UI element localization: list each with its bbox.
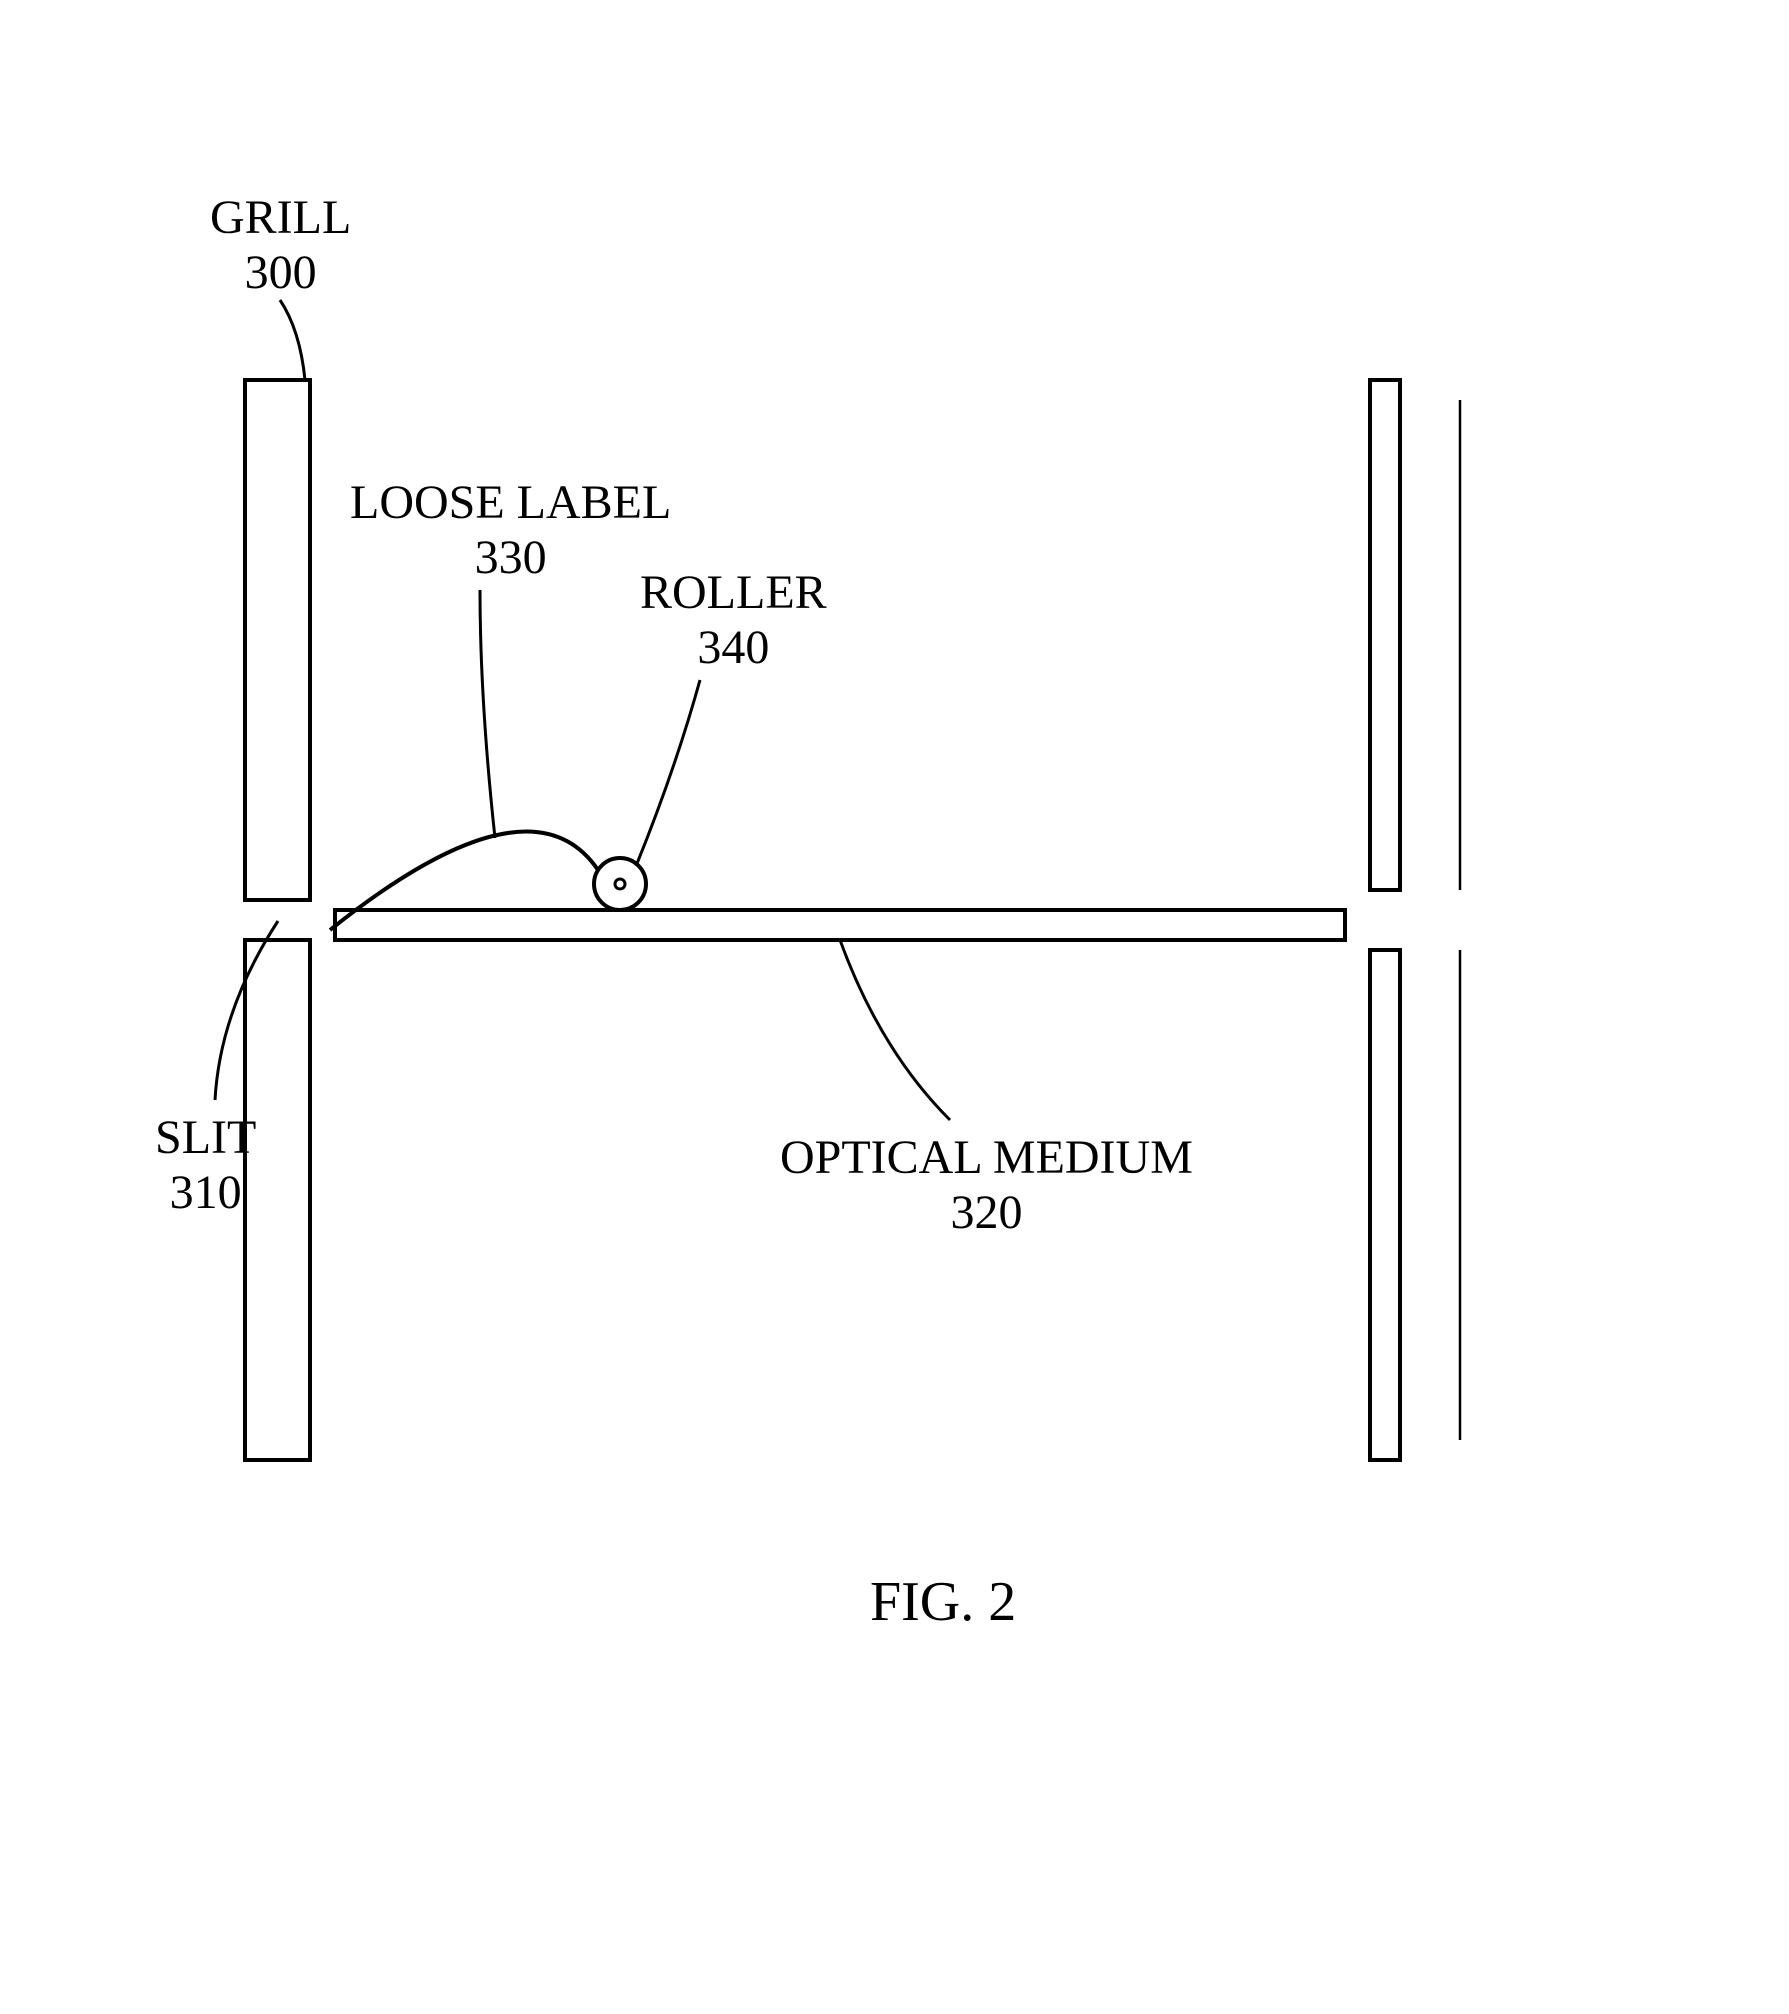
leader-roller (636, 680, 700, 866)
loose-label-curve (330, 832, 598, 930)
label-loose-ref: 330 (475, 531, 547, 584)
grill-right-bottom (1370, 950, 1400, 1460)
leader-optical-medium (840, 940, 950, 1120)
leader-grill (280, 300, 305, 380)
label-grill-ref: 300 (245, 246, 317, 299)
figure-caption: FIG. 2 (870, 1570, 1016, 1634)
label-roller-name: ROLLER (640, 566, 827, 619)
label-roller: ROLLER 340 (640, 565, 827, 675)
grill-left-top (245, 380, 310, 900)
roller-outer (594, 858, 646, 910)
grill-right-top (1370, 380, 1400, 890)
label-medium-name: OPTICAL MEDIUM (780, 1131, 1193, 1184)
label-slit-ref: 310 (170, 1166, 242, 1219)
label-medium-ref: 320 (950, 1186, 1022, 1239)
label-grill-name: GRILL (210, 191, 351, 244)
label-medium: OPTICAL MEDIUM 320 (780, 1130, 1193, 1240)
label-grill: GRILL 300 (210, 190, 351, 300)
leader-loose-label (480, 590, 495, 838)
label-slit: SLIT 310 (155, 1110, 256, 1220)
optical-medium-shape (335, 910, 1345, 940)
label-loose: LOOSE LABEL 330 (350, 475, 671, 585)
diagram-svg (0, 0, 1789, 2014)
figure-page: GRILL 300 SLIT 310 LOOSE LABEL 330 ROLLE… (0, 0, 1789, 2014)
label-loose-name: LOOSE LABEL (350, 476, 671, 529)
label-slit-name: SLIT (155, 1111, 256, 1164)
label-roller-ref: 340 (697, 621, 769, 674)
